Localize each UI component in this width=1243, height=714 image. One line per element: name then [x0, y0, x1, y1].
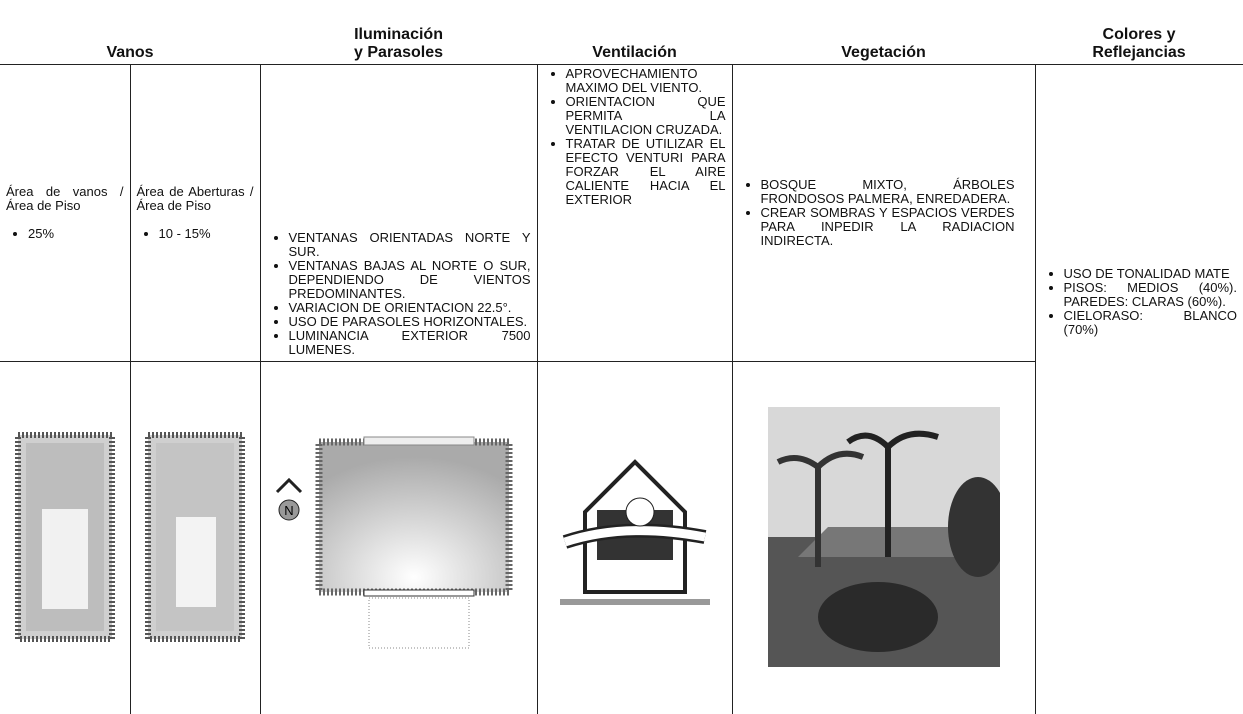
bullet: USO DE TONALIDAD MATE — [1064, 267, 1238, 281]
header-text: Ventilación — [537, 44, 732, 62]
bullet-list: USO DE TONALIDAD MATEPISOS: MEDIOS (40%)… — [1042, 267, 1238, 337]
cell: Área de vanos / Área de Piso 25% — [0, 65, 130, 362]
bullet: VENTANAS BAJAS AL NORTE O SUR, DEPENDIEN… — [289, 259, 531, 301]
bullet: USO DE PARASOLES HORIZONTALES. — [289, 315, 531, 329]
header-text: Reflejancias — [1035, 44, 1243, 62]
opening-ratio-image — [140, 427, 250, 647]
compass-label: N — [284, 503, 293, 518]
header-text: Vanos — [0, 44, 260, 62]
cell — [130, 362, 260, 714]
bullet: 25% — [28, 227, 124, 241]
bullet: VENTANAS ORIENTADAS NORTE Y SUR. — [289, 231, 531, 259]
bullet: LUMINANCIA EXTERIOR 7500 LUMENES. — [289, 329, 531, 357]
header-text: y Parasoles — [260, 44, 537, 62]
header-text: Colores y — [1035, 26, 1243, 44]
lighting-image: N — [269, 422, 529, 652]
ventilation-image — [555, 452, 715, 622]
bullet-list: BOSQUE MIXTO, ÁRBOLES FRONDOSOS PALMERA,… — [739, 178, 1015, 248]
cell — [0, 362, 130, 714]
header-text: Iluminación — [260, 26, 537, 44]
bullet: APROVECHAMIENTO MAXIMO DEL VIENTO. — [566, 67, 726, 95]
cell: BOSQUE MIXTO, ÁRBOLES FRONDOSOS PALMERA,… — [732, 65, 1035, 362]
header-text: Vegetación — [732, 44, 1035, 62]
cell-text: Área de Aberturas / Área de Piso — [137, 185, 254, 213]
cell: Área de Aberturas / Área de Piso 10 - 15% — [130, 65, 260, 362]
text-row: Área de vanos / Área de Piso 25% Área de … — [0, 65, 1243, 362]
bullet-list: 25% — [6, 227, 124, 241]
window-ratio-image — [10, 427, 120, 647]
cell — [537, 362, 732, 714]
cell — [732, 362, 1035, 714]
bullet: BOSQUE MIXTO, ÁRBOLES FRONDOSOS PALMERA,… — [761, 178, 1015, 206]
bullet: CIELORASO: BLANCO (70%) — [1064, 309, 1238, 337]
bullet-list: VENTANAS ORIENTADAS NORTE Y SUR.VENTANAS… — [267, 231, 531, 357]
cell: USO DE TONALIDAD MATEPISOS: MEDIOS (40%)… — [1035, 65, 1243, 714]
cell-text: Área de vanos / Área de Piso — [6, 185, 124, 213]
cell: VENTANAS ORIENTADAS NORTE Y SUR.VENTANAS… — [260, 65, 537, 362]
header-cell: Ventilación — [537, 0, 732, 65]
cell: N — [260, 362, 537, 714]
vegetation-photo — [768, 407, 1000, 667]
bullet: CREAR SOMBRAS Y ESPACIOS VERDES PARA INP… — [761, 206, 1015, 248]
bullet-list: 10 - 15% — [137, 227, 254, 241]
bullet: 10 - 15% — [159, 227, 254, 241]
bullet-list: APROVECHAMIENTO MAXIMO DEL VIENTO.ORIENT… — [544, 67, 726, 207]
header-cell: Vegetación — [732, 0, 1035, 65]
bullet: VARIACION DE ORIENTACION 22.5°. — [289, 301, 531, 315]
bullet: ORIENTACION QUE PERMITA LA VENTILACION C… — [566, 95, 726, 137]
bullet: PISOS: MEDIOS (40%). PAREDES: CLARAS (60… — [1064, 281, 1238, 309]
header-cell: Vanos — [0, 0, 260, 65]
bullet: TRATAR DE UTILIZAR EL EFECTO VENTURI PAR… — [566, 137, 726, 207]
cell: APROVECHAMIENTO MAXIMO DEL VIENTO.ORIENT… — [537, 65, 732, 362]
